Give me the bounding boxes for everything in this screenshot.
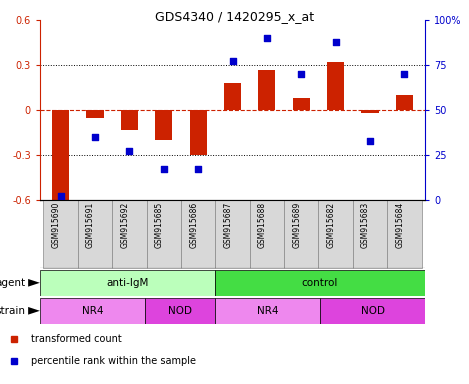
- Text: NOD: NOD: [361, 306, 385, 316]
- Text: agent: agent: [0, 278, 26, 288]
- Bar: [362, 110, 378, 113]
- Point: [401, 71, 408, 77]
- Point: [332, 38, 340, 45]
- Text: transformed count: transformed count: [31, 334, 121, 344]
- Bar: [353, 200, 387, 268]
- Point: [297, 71, 305, 77]
- Bar: [327, 62, 344, 110]
- Point: [194, 166, 202, 172]
- Text: strain: strain: [0, 306, 26, 316]
- Bar: [181, 200, 215, 268]
- Point: [126, 148, 133, 154]
- Bar: [387, 200, 422, 268]
- Text: GSM915688: GSM915688: [258, 202, 267, 248]
- Polygon shape: [28, 307, 40, 314]
- Text: control: control: [302, 278, 338, 288]
- Text: GSM915684: GSM915684: [395, 202, 404, 248]
- Bar: [396, 95, 413, 110]
- Bar: [189, 110, 207, 155]
- Point: [91, 134, 99, 140]
- Bar: [121, 110, 138, 129]
- Bar: [112, 200, 147, 268]
- Text: GSM915692: GSM915692: [121, 202, 129, 248]
- Bar: [86, 110, 104, 118]
- Text: GSM915689: GSM915689: [292, 202, 301, 248]
- Text: percentile rank within the sample: percentile rank within the sample: [31, 356, 196, 366]
- Text: GSM915685: GSM915685: [155, 202, 164, 248]
- Text: GSM915682: GSM915682: [326, 202, 336, 248]
- Point: [263, 35, 271, 41]
- Text: GSM915683: GSM915683: [361, 202, 370, 248]
- Bar: [250, 200, 284, 268]
- Text: GDS4340 / 1420295_x_at: GDS4340 / 1420295_x_at: [155, 10, 314, 23]
- Point: [160, 166, 167, 172]
- Bar: [318, 200, 353, 268]
- Bar: [320, 298, 425, 324]
- Bar: [52, 110, 69, 200]
- Text: GSM915686: GSM915686: [189, 202, 198, 248]
- Text: NR4: NR4: [82, 306, 103, 316]
- Point: [229, 58, 236, 65]
- Point: [366, 137, 374, 144]
- Point: [57, 193, 64, 199]
- Bar: [215, 298, 320, 324]
- Text: anti-IgM: anti-IgM: [106, 278, 149, 288]
- Bar: [215, 200, 250, 268]
- Bar: [224, 83, 241, 110]
- Bar: [215, 270, 425, 296]
- Bar: [145, 298, 215, 324]
- Bar: [40, 270, 215, 296]
- Text: GSM915691: GSM915691: [86, 202, 95, 248]
- Text: NOD: NOD: [168, 306, 192, 316]
- Text: NR4: NR4: [257, 306, 278, 316]
- Bar: [293, 98, 310, 110]
- Bar: [155, 110, 172, 140]
- Bar: [40, 298, 145, 324]
- Bar: [258, 70, 275, 110]
- Bar: [78, 200, 112, 268]
- Text: GSM915690: GSM915690: [52, 202, 61, 248]
- Bar: [147, 200, 181, 268]
- Text: GSM915687: GSM915687: [224, 202, 233, 248]
- Bar: [44, 200, 78, 268]
- Bar: [284, 200, 318, 268]
- Polygon shape: [28, 279, 40, 286]
